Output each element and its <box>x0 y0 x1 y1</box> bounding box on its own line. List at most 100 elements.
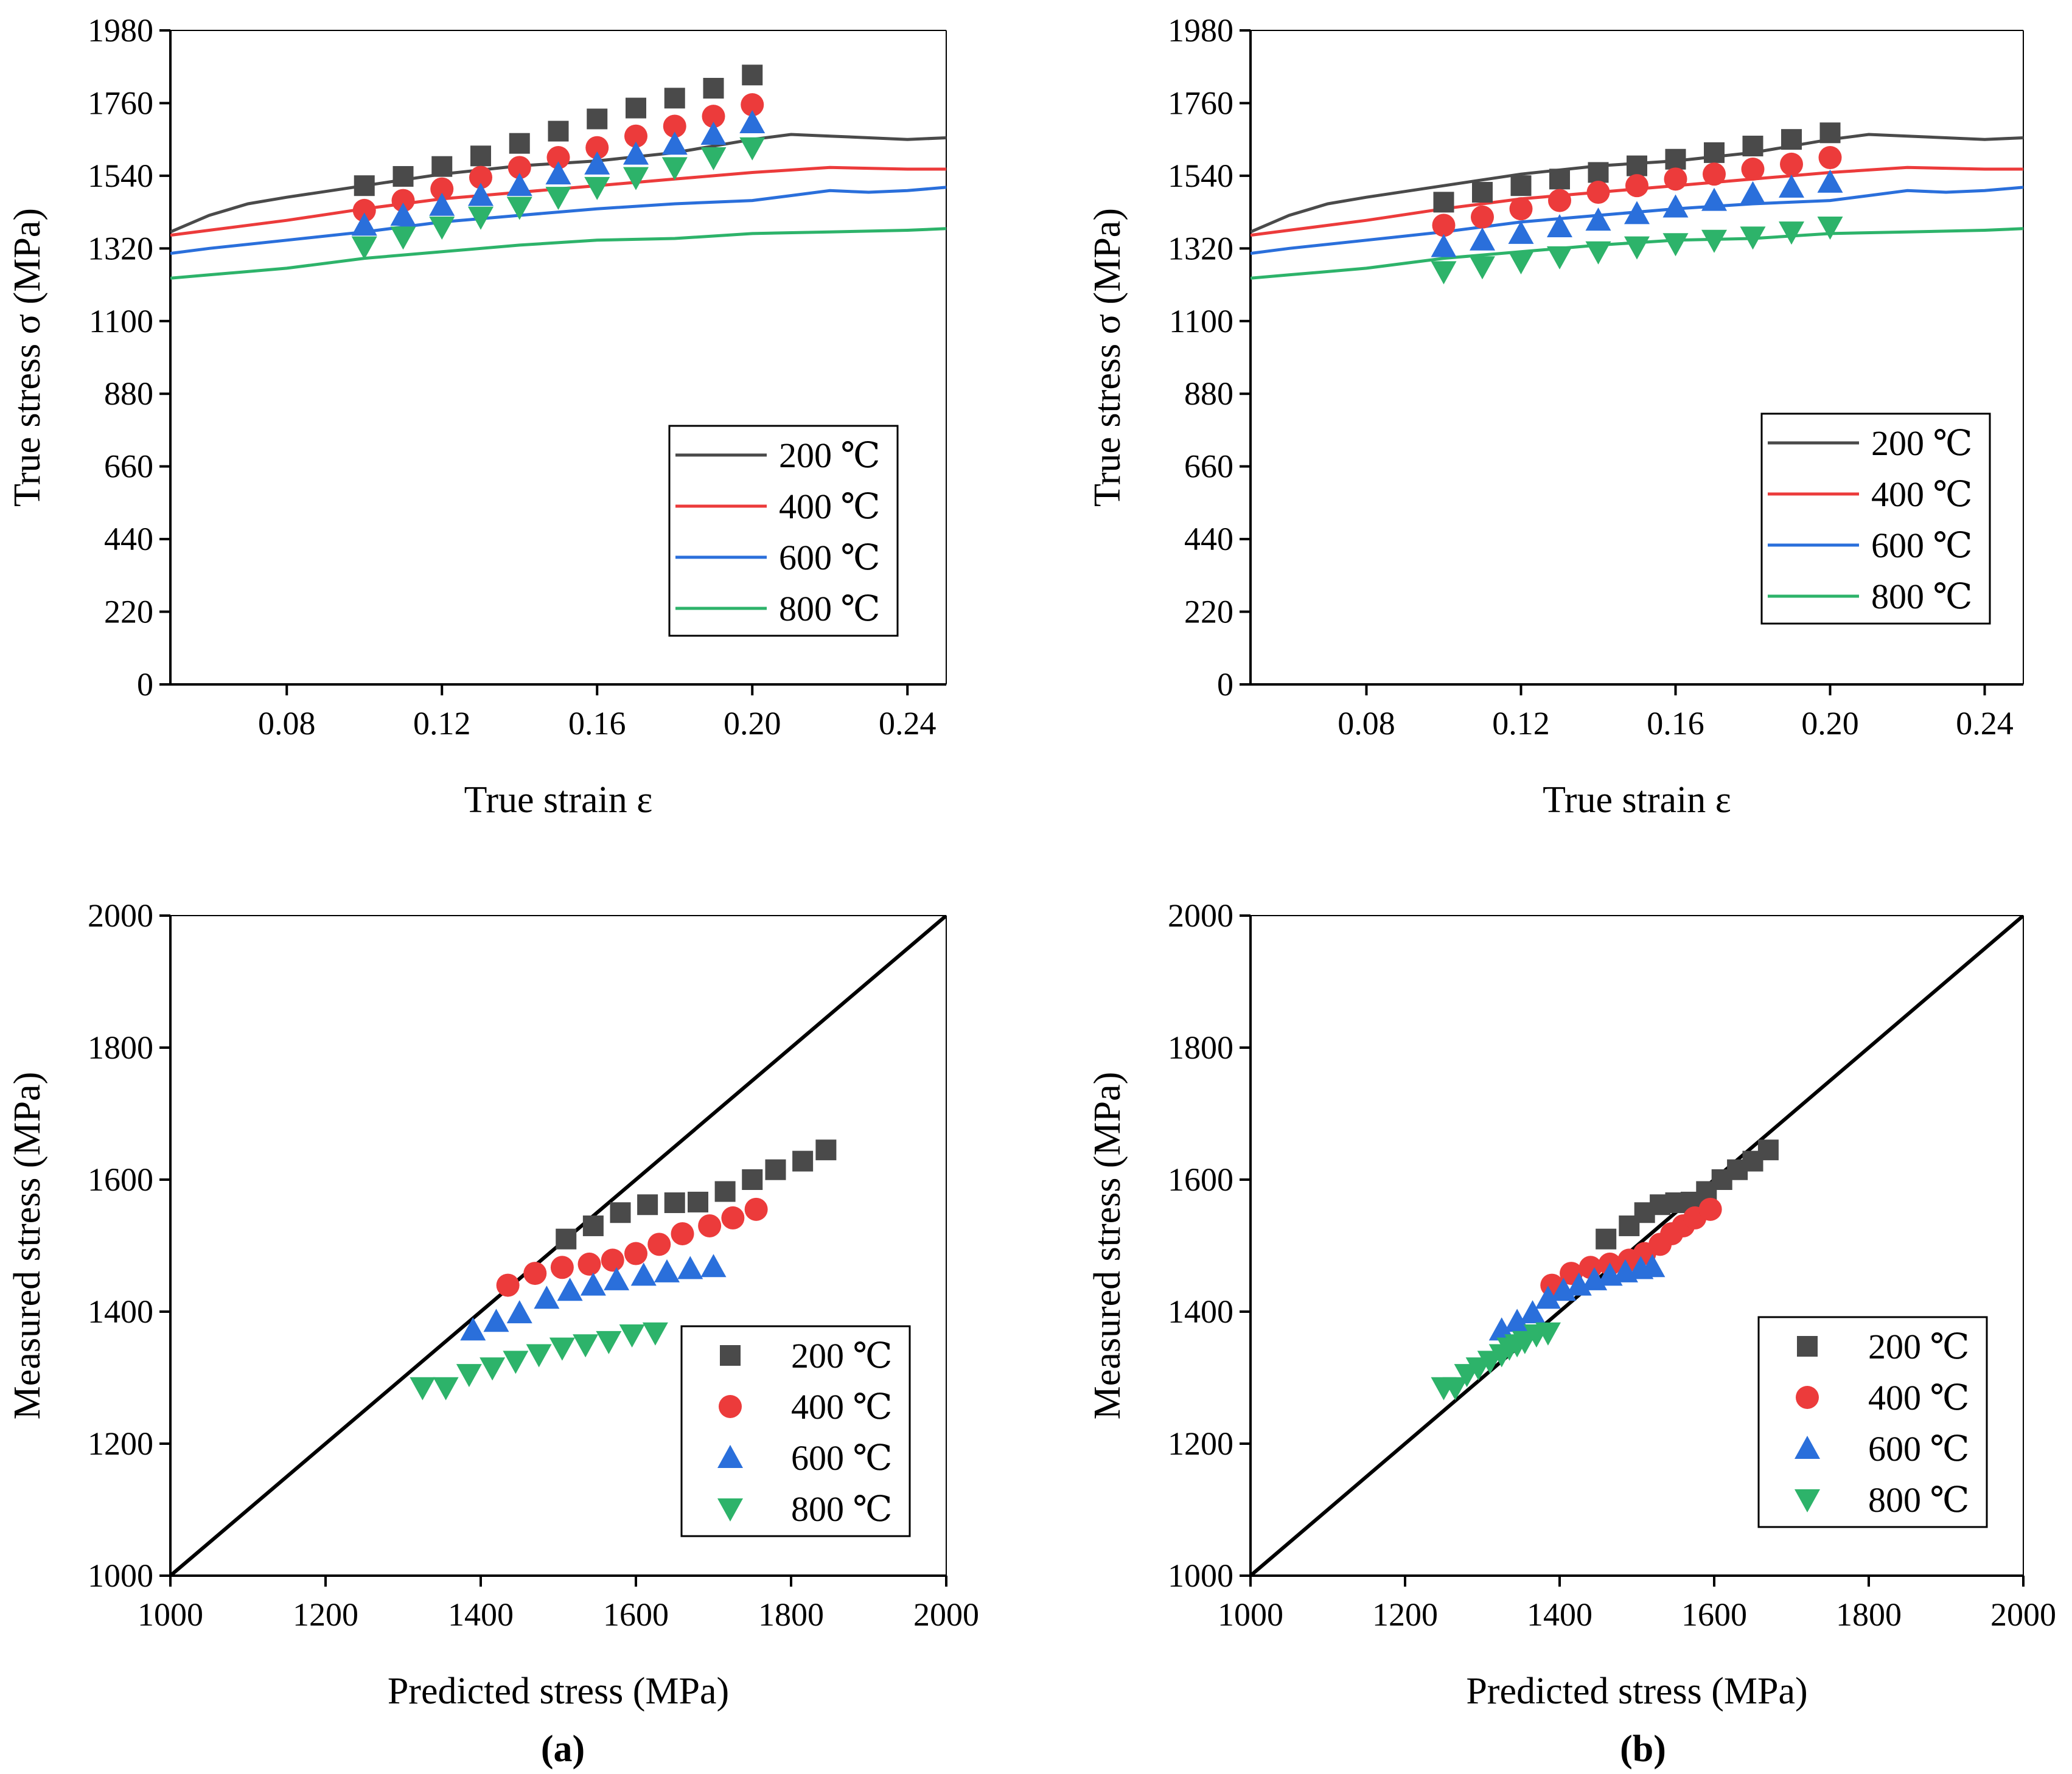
data-point-800 <box>549 1337 575 1361</box>
data-point-400 <box>1471 205 1494 229</box>
data-point-400 <box>1780 152 1803 176</box>
panels: 0 220 440 660 880 1100 1320 1540 1760 1980 0.08 0.1… <box>7 12 2056 1712</box>
data-point-600 <box>1547 214 1572 238</box>
data-point-200 <box>1665 148 1686 170</box>
y-tick-label: 1600 <box>1168 1161 1233 1198</box>
data-point-400 <box>550 1256 574 1279</box>
chart-a-top: 0 220 440 660 880 1100 1320 1540 1760 1980 0.08 0.1… <box>7 12 947 821</box>
data-point-600 <box>1504 1309 1530 1332</box>
data-point-200 <box>587 108 608 130</box>
legend: 200 ℃ 400 ℃ 600 ℃ 800 ℃ <box>668 425 899 637</box>
data-point-600 <box>1817 169 1843 193</box>
data-point-200 <box>688 1191 708 1212</box>
plot-area <box>1251 122 2023 285</box>
legend-label-800: 800 ℃ <box>779 589 880 628</box>
data-point-400 <box>1548 189 1571 212</box>
data-point-800 <box>390 226 416 250</box>
data-point-400 <box>546 146 570 170</box>
data-point-400 <box>496 1273 520 1297</box>
data-point-200 <box>742 64 763 86</box>
plot-area <box>170 916 946 1576</box>
x-tick-label: 2000 <box>913 1596 979 1633</box>
legend-marker-400 <box>1796 1386 1819 1409</box>
data-point-400 <box>1664 167 1687 191</box>
y-axis-title: True stress σ (MPa) <box>1087 208 1128 507</box>
data-point-200 <box>610 1202 631 1223</box>
data-point-200 <box>1472 182 1493 203</box>
data-point-200 <box>742 1169 763 1190</box>
legend-marker-600 <box>1795 1436 1820 1459</box>
legend-marker-800 <box>1795 1489 1820 1512</box>
data-point-600 <box>630 1262 657 1286</box>
y-tick-label: 1200 <box>1168 1425 1233 1462</box>
data-point-200 <box>470 145 491 167</box>
legend-label-400: 400 ℃ <box>1871 475 1972 514</box>
data-point-200 <box>431 156 453 177</box>
legend-box <box>680 1325 911 1537</box>
data-point-200 <box>637 1194 658 1216</box>
data-point-400 <box>702 105 725 128</box>
data-point-200 <box>1549 169 1570 190</box>
chart-a-bottom: 1000 1200 1400 1600 1800 2000 1000 1200 1400 1600… <box>7 897 979 1712</box>
data-point-800 <box>1442 1377 1468 1400</box>
data-point-200 <box>626 97 646 119</box>
y-tick-label: 1600 <box>88 1161 153 1198</box>
data-point-600 <box>654 1259 680 1282</box>
data-point-800 <box>456 1364 482 1388</box>
y-tick-label: 1760 <box>88 85 153 121</box>
data-point-600 <box>739 110 766 134</box>
legend-label-200: 200 ℃ <box>1871 423 1972 463</box>
x-tick-label: 0.20 <box>1801 705 1859 742</box>
data-point-600 <box>1431 234 1457 257</box>
y-tick-label: 0 <box>137 666 153 703</box>
legend-label-400: 400 ℃ <box>791 1387 892 1427</box>
data-point-800 <box>1431 261 1457 285</box>
x-axis-title: Predicted stress (MPa) <box>1466 1671 1807 1712</box>
data-point-800 <box>506 197 532 220</box>
x-tick-label: 0.24 <box>879 705 937 742</box>
data-point-800 <box>700 147 727 171</box>
data-point-800 <box>1740 226 1766 250</box>
data-point-800 <box>480 1357 506 1381</box>
data-point-400 <box>577 1252 601 1276</box>
data-point-600 <box>483 1309 509 1332</box>
data-point-400 <box>430 177 454 201</box>
legend-label-400: 400 ℃ <box>779 487 880 526</box>
data-point-800 <box>1535 1322 1561 1346</box>
legend-label-800: 800 ℃ <box>791 1489 892 1529</box>
legend-label-600: 600 ℃ <box>779 538 880 577</box>
data-point-400 <box>601 1248 624 1272</box>
data-point-800 <box>1662 233 1689 257</box>
data-point-600 <box>557 1278 583 1301</box>
y-tick-label: 1540 <box>88 158 153 194</box>
data-point-800 <box>584 176 610 200</box>
legend-label-800: 800 ℃ <box>1871 577 1972 616</box>
data-point-600 <box>545 161 571 185</box>
data-point-600 <box>1740 181 1766 204</box>
y-tick-label: 1540 <box>1168 158 1233 194</box>
data-point-400 <box>1818 146 1842 170</box>
x-axis-title: True strain ε <box>464 779 653 821</box>
y-tick-label: 220 <box>1184 594 1233 630</box>
chart-b-top: 0 220 440 660 880 1100 1320 1540 1760 1980 0.08 0.1… <box>1087 12 2024 821</box>
data-point-400 <box>391 189 415 212</box>
y-axis-title: Measured stress (MPa) <box>1087 1072 1128 1420</box>
data-point-600 <box>506 1300 532 1324</box>
data-point-200 <box>714 1181 736 1202</box>
legend-label-600: 600 ℃ <box>1868 1429 1969 1469</box>
data-point-200 <box>1742 136 1763 157</box>
y-axis-title: Measured stress (MPa) <box>7 1072 48 1420</box>
y-tick-label: 1980 <box>1168 12 1233 49</box>
data-point-600 <box>1779 174 1804 198</box>
x-tick-label: 0.08 <box>1338 705 1395 742</box>
x-axis-title: Predicted stress (MPa) <box>388 1671 729 1712</box>
y-tick-label: 1320 <box>1168 230 1233 266</box>
data-point-200 <box>509 133 530 154</box>
data-point-600 <box>661 131 688 155</box>
y-tick-label: 1320 <box>88 230 153 266</box>
plot-area <box>1251 916 2023 1576</box>
data-point-200 <box>664 88 685 109</box>
y-tick-label: 1980 <box>88 12 153 49</box>
y-tick-label: 440 <box>104 521 153 557</box>
data-point-400 <box>352 198 376 222</box>
